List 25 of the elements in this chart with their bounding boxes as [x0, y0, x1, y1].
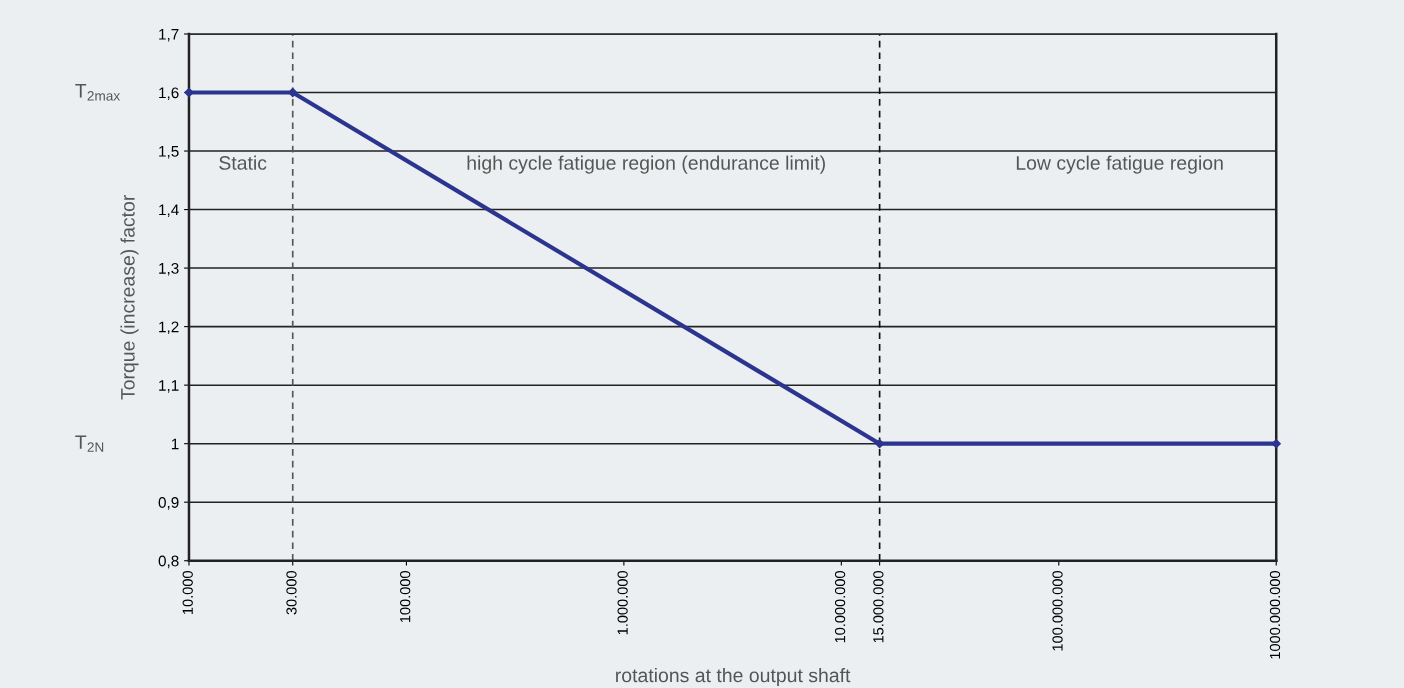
x-tick-label: 10.000.000 — [834, 571, 846, 643]
text: T$_{2max}$ — [75, 84, 121, 101]
y-tick-label: 1,5 — [159, 146, 179, 159]
y-tick-label: 0,8 — [158, 555, 179, 569]
y-tick-label: 0,9 — [158, 497, 179, 510]
x-tick-label: 15.000.000 — [873, 571, 884, 643]
annotation: Low cycle fatigue region — [1016, 155, 1223, 174]
x-axis-title: rotations at the output shaft — [616, 667, 851, 687]
y-tick-label: 1,4 — [159, 204, 179, 218]
x-tick-label: 10.000 — [182, 571, 193, 614]
y-tick-label: 1,2 — [159, 321, 179, 335]
y-tick-label: 1,6 — [159, 87, 179, 100]
text: T$_{2N}$ — [75, 435, 104, 452]
x-tick-label: 30.000 — [286, 571, 297, 615]
annotation: Static — [219, 155, 267, 170]
x-tick-label: 1000.000.000 — [1269, 571, 1281, 659]
annotation: high cycle fatigue region (endurance limit) — [467, 155, 825, 174]
y-tick-label: 1 — [171, 438, 179, 450]
x-tick-label: 100.000.000 — [1052, 571, 1063, 651]
y-tick-label: 1,3 — [159, 262, 179, 276]
y-axis-title: Torque (increase) factor — [120, 195, 139, 400]
y-tick-label: 1,7 — [159, 29, 179, 42]
x-tick-label: 1.000.000 — [617, 571, 628, 635]
y-tick-label: 1,1 — [159, 380, 179, 393]
x-tick-label: 100.000 — [400, 571, 411, 623]
